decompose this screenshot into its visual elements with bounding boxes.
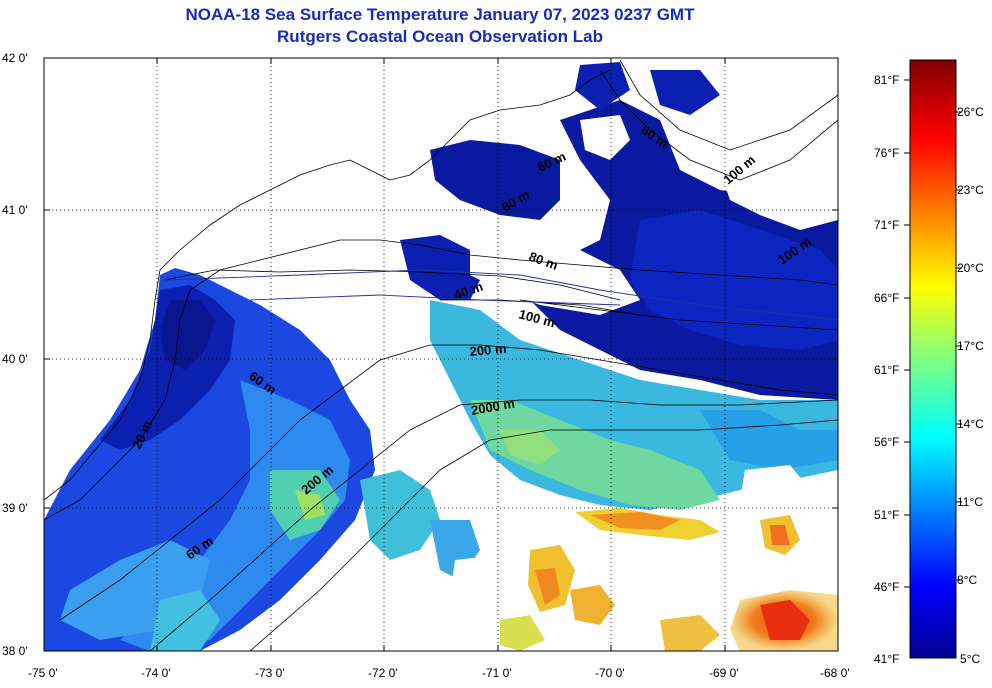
colorbar-f-label: 71°F: [874, 218, 900, 232]
colorbar-c-label: 5°C: [960, 652, 981, 666]
lat-label: 40 0': [2, 352, 28, 366]
sst-data-layer: [44, 62, 838, 651]
colorbar-f-label: 56°F: [874, 435, 900, 449]
colorbar-c-label: 11°C: [957, 495, 983, 509]
colorbar-c-label: 26°C: [957, 105, 984, 119]
lon-label: -69 0': [709, 666, 739, 680]
lon-label: -70 0': [595, 666, 625, 680]
colorbar-f-label: 51°F: [874, 508, 900, 522]
lat-label: 41 0': [2, 203, 28, 217]
colorbar-f-label: 81°F: [874, 73, 900, 87]
lat-lon-grid: [44, 58, 838, 651]
colorbar-f-label: 66°F: [874, 291, 900, 305]
lon-label: -73 0': [255, 666, 285, 680]
colorbar-f-label: 76°F: [874, 146, 900, 160]
colorbar-c-label: 14°C: [957, 417, 984, 431]
lon-label: -75 0': [28, 666, 58, 680]
lon-label: -68 0': [820, 666, 850, 680]
lon-label: -72 0': [368, 666, 398, 680]
lat-label: 39 0': [2, 501, 28, 515]
lon-label: -71 0': [482, 666, 512, 680]
axis-ticks: [43, 57, 839, 652]
map-border: [43, 57, 839, 652]
lat-label: 38 0': [2, 644, 28, 658]
colorbar-c-label: 23°C: [957, 183, 984, 197]
map-title: NOAA-18 Sea Surface Temperature January …: [185, 5, 695, 24]
depth-label: 200 m: [469, 341, 507, 359]
colorbar-f-label: 61°F: [874, 363, 900, 377]
lon-label: -74 0': [141, 666, 171, 680]
colorbar-c-label: 17°C: [957, 339, 984, 353]
colorbar-c-label: 8°C: [957, 573, 978, 587]
colorbar-f-label: 46°F: [874, 580, 900, 594]
colorbar-c-label: 20°C: [957, 261, 984, 275]
colorbar-f-label: 41°F: [874, 652, 900, 666]
boundary-lines: [163, 269, 838, 321]
lat-label: 42 0': [2, 51, 28, 65]
map-subtitle: Rutgers Coastal Ocean Observation Lab: [277, 27, 603, 46]
